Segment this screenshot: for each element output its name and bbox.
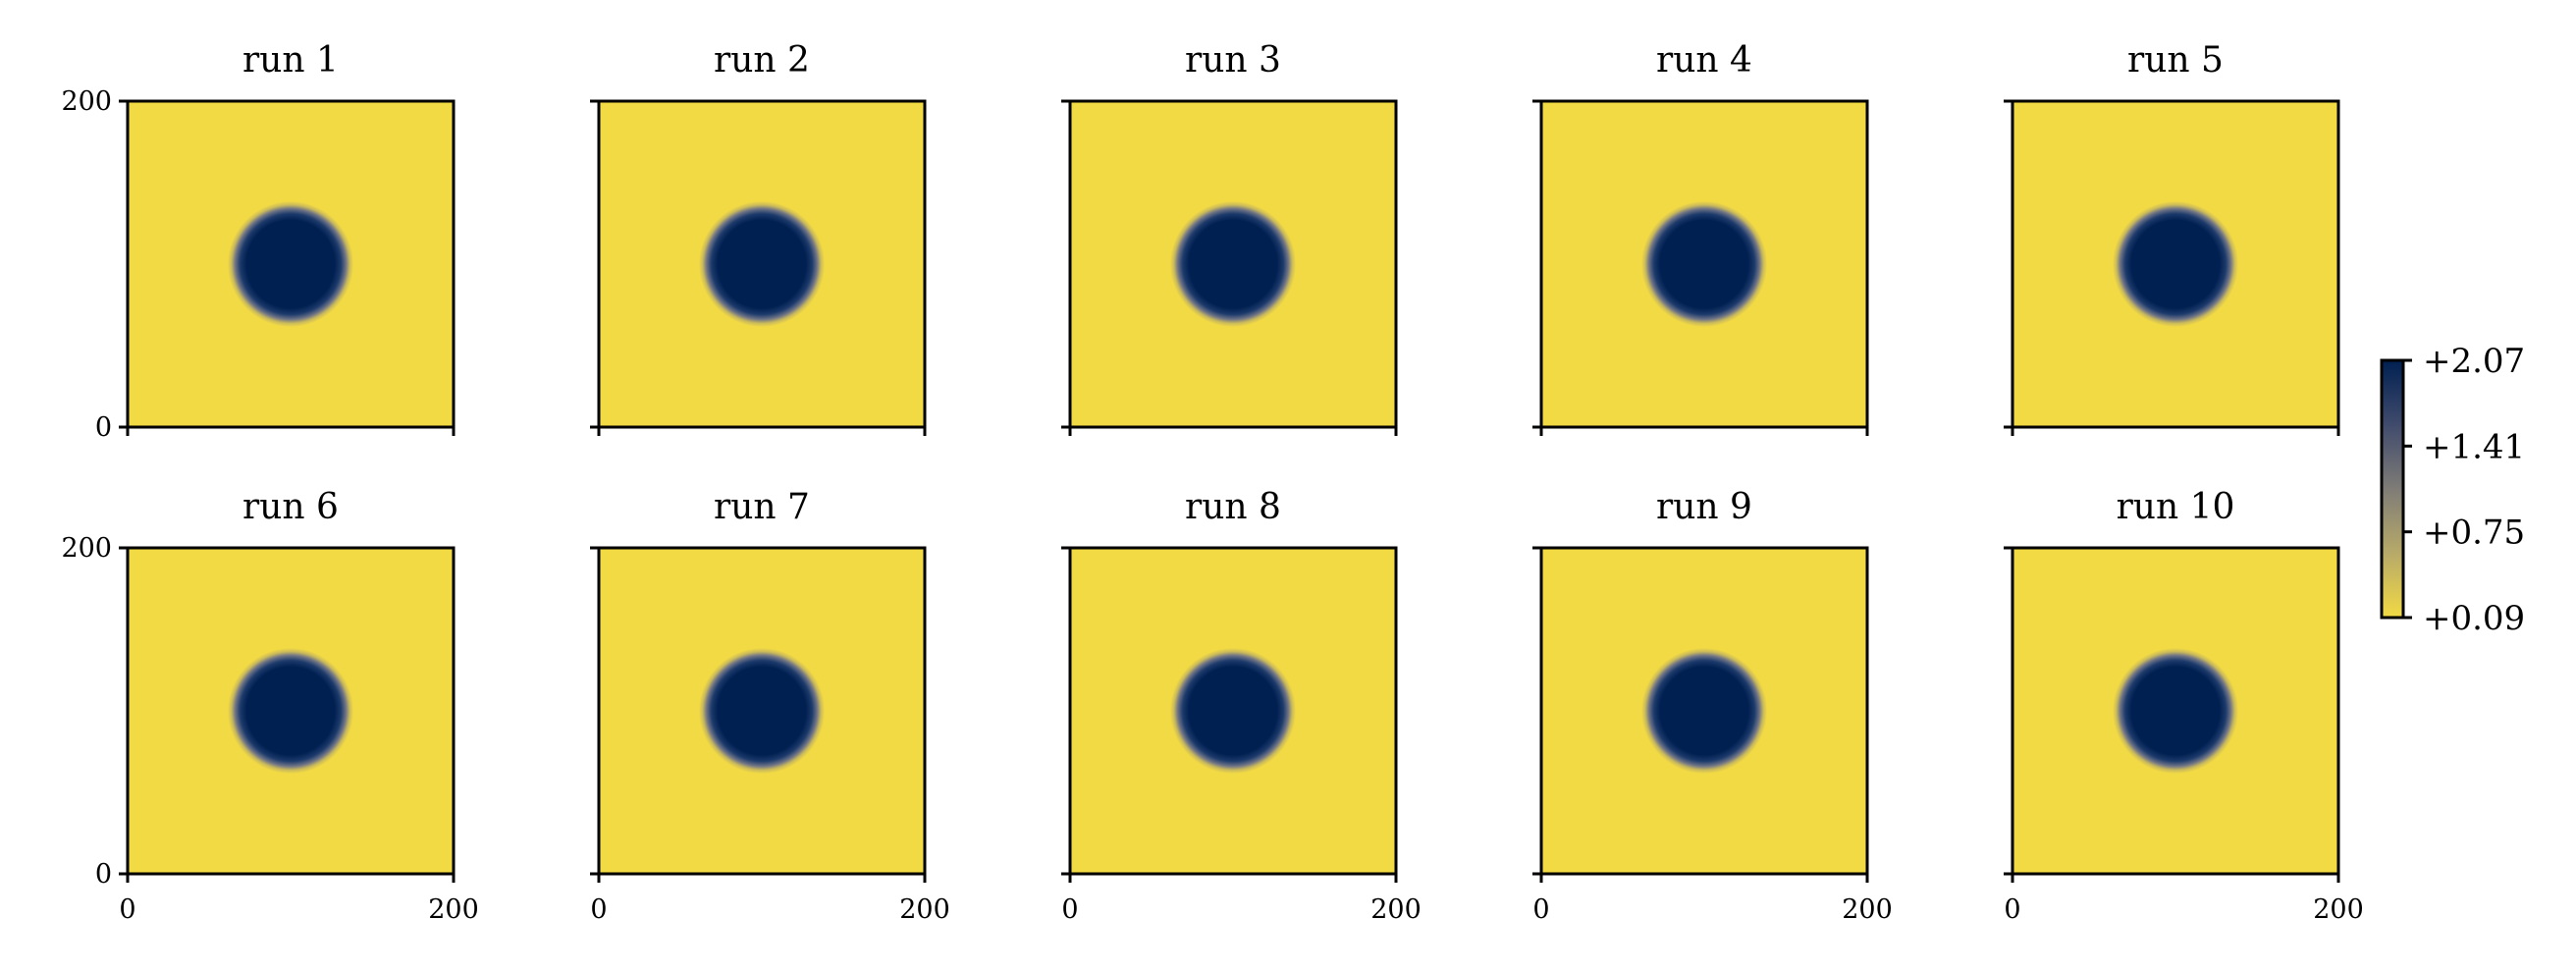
x-tick-label: 0 xyxy=(2004,894,2020,925)
heatmap-blob xyxy=(2112,200,2239,328)
panel-title: run 9 xyxy=(1656,487,1752,527)
heatmap-blob xyxy=(2112,647,2239,775)
heatmap-blob xyxy=(1169,200,1297,328)
panel-title: run 5 xyxy=(2127,40,2224,81)
x-tick-label: 0 xyxy=(119,894,135,925)
x-tick-label: 0 xyxy=(1532,894,1549,925)
axes-frame xyxy=(2011,99,2340,429)
panel-title: run 6 xyxy=(242,487,339,527)
axes-frame xyxy=(2011,546,2340,876)
heatmap-blob xyxy=(698,647,826,775)
panel-3: run 3 xyxy=(1061,40,1398,436)
y-tick-label: 0 xyxy=(95,859,112,890)
y-tick-label: 0 xyxy=(95,412,112,443)
axes-frame xyxy=(1539,546,1869,876)
panel-5: run 5 xyxy=(2004,40,2340,436)
panel-title: run 7 xyxy=(714,487,810,527)
panel-title: run 1 xyxy=(242,40,339,81)
axes-frame xyxy=(1068,546,1398,876)
y-tick-label: 200 xyxy=(61,86,112,117)
x-tick-label: 0 xyxy=(1061,894,1078,925)
y-tick-label: 200 xyxy=(61,533,112,564)
heatmap-blob xyxy=(1640,647,1768,775)
x-tick-label: 200 xyxy=(899,894,950,925)
x-tick-label: 200 xyxy=(1842,894,1893,925)
heatmap-blob xyxy=(227,200,354,328)
panel-title: run 3 xyxy=(1185,40,1281,81)
colorbar-tick-label: +2.07 xyxy=(2423,342,2525,381)
panel-4: run 4 xyxy=(1532,40,1869,436)
axes-frame xyxy=(597,99,927,429)
heatmap-blob xyxy=(1169,647,1297,775)
panel-title: run 10 xyxy=(2117,487,2235,527)
colorbar-tick-label: +0.75 xyxy=(2423,514,2525,553)
panel-7: run 7 0 200 xyxy=(590,487,950,925)
panel-2: run 2 xyxy=(590,40,927,436)
panel-9: run 9 0 200 xyxy=(1532,487,1893,925)
panel-title: run 8 xyxy=(1185,487,1281,527)
panel-8: run 8 0 200 xyxy=(1061,487,1422,925)
colorbar-frame xyxy=(2380,358,2405,620)
panel-6: run 6 0 200 0 200 xyxy=(61,487,478,925)
panel-1: run 1 0 200 xyxy=(61,40,456,443)
axes-frame xyxy=(126,546,456,876)
axes-frame xyxy=(1068,99,1398,429)
axes-frame xyxy=(597,546,927,876)
x-tick-label: 0 xyxy=(590,894,607,925)
heatmap-blob xyxy=(698,200,826,328)
x-tick-label: 200 xyxy=(2313,894,2364,925)
panel-title: run 4 xyxy=(1656,40,1752,81)
axes-frame xyxy=(1539,99,1869,429)
panel-title: run 2 xyxy=(714,40,810,81)
x-tick-label: 200 xyxy=(428,894,479,925)
colorbar-gradient xyxy=(2382,360,2403,618)
colorbar-tick-label: +1.41 xyxy=(2423,427,2525,466)
heatmap-blob xyxy=(227,647,354,775)
colorbar: +2.07 +1.41 +0.75 +0.09 xyxy=(2380,342,2525,638)
axes-frame xyxy=(126,99,456,429)
x-tick-label: 200 xyxy=(1370,894,1422,925)
heatmap-blob xyxy=(1640,200,1768,328)
colorbar-tick-label: +0.09 xyxy=(2423,599,2525,638)
panel-10: run 10 0 200 xyxy=(2004,487,2364,925)
